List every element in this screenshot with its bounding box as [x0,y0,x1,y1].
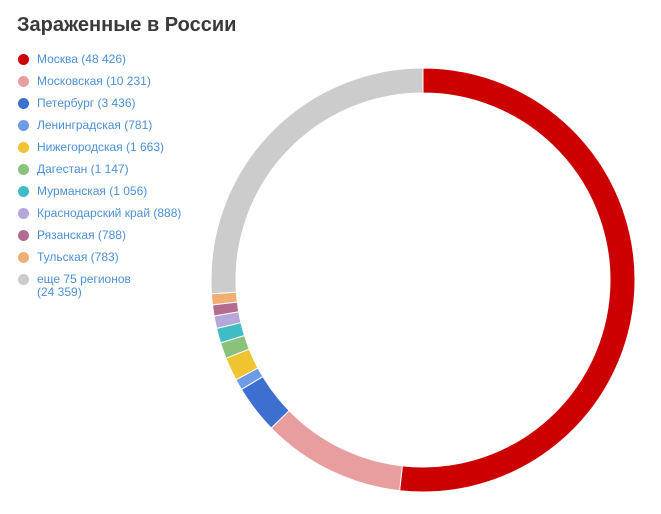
legend-swatch [18,76,29,87]
legend-swatch [18,142,29,153]
legend-item[interactable]: еще 75 регионов (24 359) [18,273,218,303]
legend-item[interactable]: Нижегородская (1 663) [18,141,218,163]
legend-item[interactable]: Рязанская (788) [18,229,218,251]
legend-item[interactable]: Мурманская (1 056) [18,185,218,207]
legend-swatch [18,186,29,197]
legend-label: еще 75 регионов (24 359) [37,272,131,299]
legend-swatch [18,54,29,65]
legend-swatch [18,164,29,175]
legend-label: Москва (48 426) [37,52,126,66]
legend-label: Краснодарский край (888) [37,206,182,220]
legend-item[interactable]: Московская (10 231) [18,75,218,97]
legend-item[interactable]: Тульская (783) [18,251,218,273]
legend-swatch [18,230,29,241]
donut-slice[interactable] [399,67,636,493]
legend-label: Рязанская (788) [37,228,126,242]
donut-slice[interactable] [270,409,403,492]
legend-item[interactable]: Дагестан (1 147) [18,163,218,185]
legend-item[interactable]: Москва (48 426) [18,53,218,75]
legend-swatch [18,252,29,263]
chart-legend: Москва (48 426) Московская (10 231) Петерб… [18,53,218,303]
legend-item[interactable]: Ленинградская (781) [18,119,218,141]
legend-item[interactable]: Краснодарский край (888) [18,207,218,229]
legend-label: Московская (10 231) [37,74,151,88]
legend-label: Ленинградская (781) [37,118,153,132]
legend-swatch [18,274,29,285]
legend-label: Тульская (783) [37,250,119,264]
legend-label: Дагестан (1 147) [37,162,129,176]
legend-label: Петербург (3 436) [37,96,136,110]
legend-label: Нижегородская (1 663) [37,140,164,154]
chart-title: Зараженные в России [17,14,237,36]
donut-slice[interactable] [210,67,424,295]
legend-item[interactable]: Петербург (3 436) [18,97,218,119]
legend-swatch [18,98,29,109]
legend-swatch [18,208,29,219]
legend-swatch [18,120,29,131]
legend-label: Мурманская (1 056) [37,184,148,198]
